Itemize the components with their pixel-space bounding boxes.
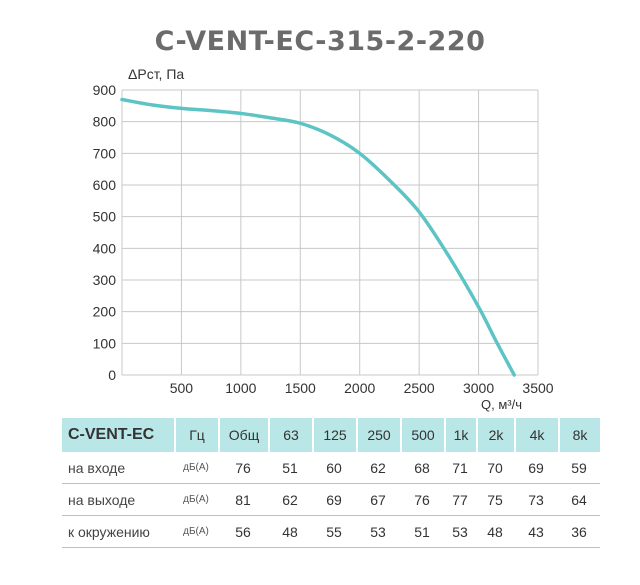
- table-total-header: Общ: [218, 418, 268, 452]
- table-body: на входе дБ(А) 76 51 60 62 68 71 70 69 59 на выходе…: [62, 452, 600, 548]
- y-tick-label: 0: [108, 367, 116, 383]
- row-value: 53: [356, 516, 400, 548]
- x-tick-label: 3500: [522, 380, 553, 396]
- x-tick-labels: 500 1000 1500 2000 2500 3000 3500: [170, 380, 554, 396]
- table-freq-header: 250: [356, 418, 400, 452]
- row-value: 36: [558, 516, 600, 548]
- row-value: 69: [514, 452, 558, 484]
- table-freq-header: 4k: [514, 418, 558, 452]
- row-value: 73: [514, 484, 558, 516]
- x-tick-label: 2000: [344, 380, 375, 396]
- row-value: 71: [444, 452, 476, 484]
- row-value: 43: [514, 516, 558, 548]
- x-axis-label: Q, м³/ч: [481, 397, 522, 412]
- table-freq-header: 1k: [444, 418, 476, 452]
- row-value: 75: [476, 484, 514, 516]
- y-tick-label: 800: [93, 114, 117, 130]
- row-value: 68: [400, 452, 444, 484]
- table-header-row: C-VENT-EC Гц Общ 63 125 250 500 1k 2k 4k 8k: [62, 418, 600, 452]
- row-value: 77: [444, 484, 476, 516]
- y-tick-label: 400: [93, 240, 117, 256]
- x-tick-label: 1000: [225, 380, 256, 396]
- row-total: 76: [218, 452, 268, 484]
- table-row: на выходе дБ(А) 81 62 69 67 76 77 75 73 64: [62, 484, 600, 516]
- fan-curve-series: [120, 97, 516, 377]
- row-total: 81: [218, 484, 268, 516]
- row-value: 48: [476, 516, 514, 548]
- row-value: 60: [312, 452, 356, 484]
- table-model-header: C-VENT-EC: [62, 418, 174, 452]
- row-unit: дБ(А): [174, 516, 218, 548]
- noise-table: C-VENT-EC Гц Общ 63 125 250 500 1k 2k 4k 8k на …: [62, 418, 600, 548]
- x-tick-label: 3000: [463, 380, 494, 396]
- chart-grid: [121, 89, 539, 376]
- row-value: 48: [268, 516, 312, 548]
- row-unit: дБ(А): [174, 484, 218, 516]
- row-value: 53: [444, 516, 476, 548]
- y-tick-label: 700: [93, 145, 117, 161]
- x-tick-label: 2500: [404, 380, 435, 396]
- table-freq-header: 125: [312, 418, 356, 452]
- x-tick-label: 500: [170, 380, 194, 396]
- row-value: 51: [400, 516, 444, 548]
- row-value: 59: [558, 452, 600, 484]
- row-value: 67: [356, 484, 400, 516]
- row-value: 62: [268, 484, 312, 516]
- table-freq-header: 2k: [476, 418, 514, 452]
- table-row: к окружению дБ(А) 56 48 55 53 51 53 48 43 36: [62, 516, 600, 548]
- y-tick-label: 300: [93, 272, 117, 288]
- table-freq-header: 500: [400, 418, 444, 452]
- y-tick-label: 900: [93, 82, 117, 98]
- fan-curve-line: [120, 97, 516, 377]
- y-tick-label: 500: [93, 209, 117, 225]
- row-value: 55: [312, 516, 356, 548]
- row-value: 62: [356, 452, 400, 484]
- table-row: на входе дБ(А) 76 51 60 62 68 71 70 69 59: [62, 452, 600, 484]
- y-tick-label: 100: [93, 335, 117, 351]
- table-freq-header: 8k: [558, 418, 600, 452]
- row-label: к окружению: [62, 516, 174, 548]
- row-total: 56: [218, 516, 268, 548]
- row-label: на входе: [62, 452, 174, 484]
- row-label: на выходе: [62, 484, 174, 516]
- row-value: 76: [400, 484, 444, 516]
- row-value: 69: [312, 484, 356, 516]
- y-tick-label: 200: [93, 304, 117, 320]
- y-axis-label: ΔPст, Па: [128, 66, 184, 82]
- chart-title: C-VENT-EC-315-2-220: [154, 26, 486, 57]
- y-tick-labels: 0 100 200 300 400 500 600 700 800 900: [93, 82, 117, 383]
- row-value: 70: [476, 452, 514, 484]
- row-unit: дБ(А): [174, 452, 218, 484]
- table-hz-header: Гц: [174, 418, 218, 452]
- table-freq-header: 63: [268, 418, 312, 452]
- row-value: 51: [268, 452, 312, 484]
- row-value: 64: [558, 484, 600, 516]
- x-tick-label: 1500: [285, 380, 316, 396]
- fan-curve-chart: ΔPст, Па 0 100 200 300 400 500 600 700 800 900 50…: [93, 66, 554, 412]
- y-tick-label: 600: [93, 177, 117, 193]
